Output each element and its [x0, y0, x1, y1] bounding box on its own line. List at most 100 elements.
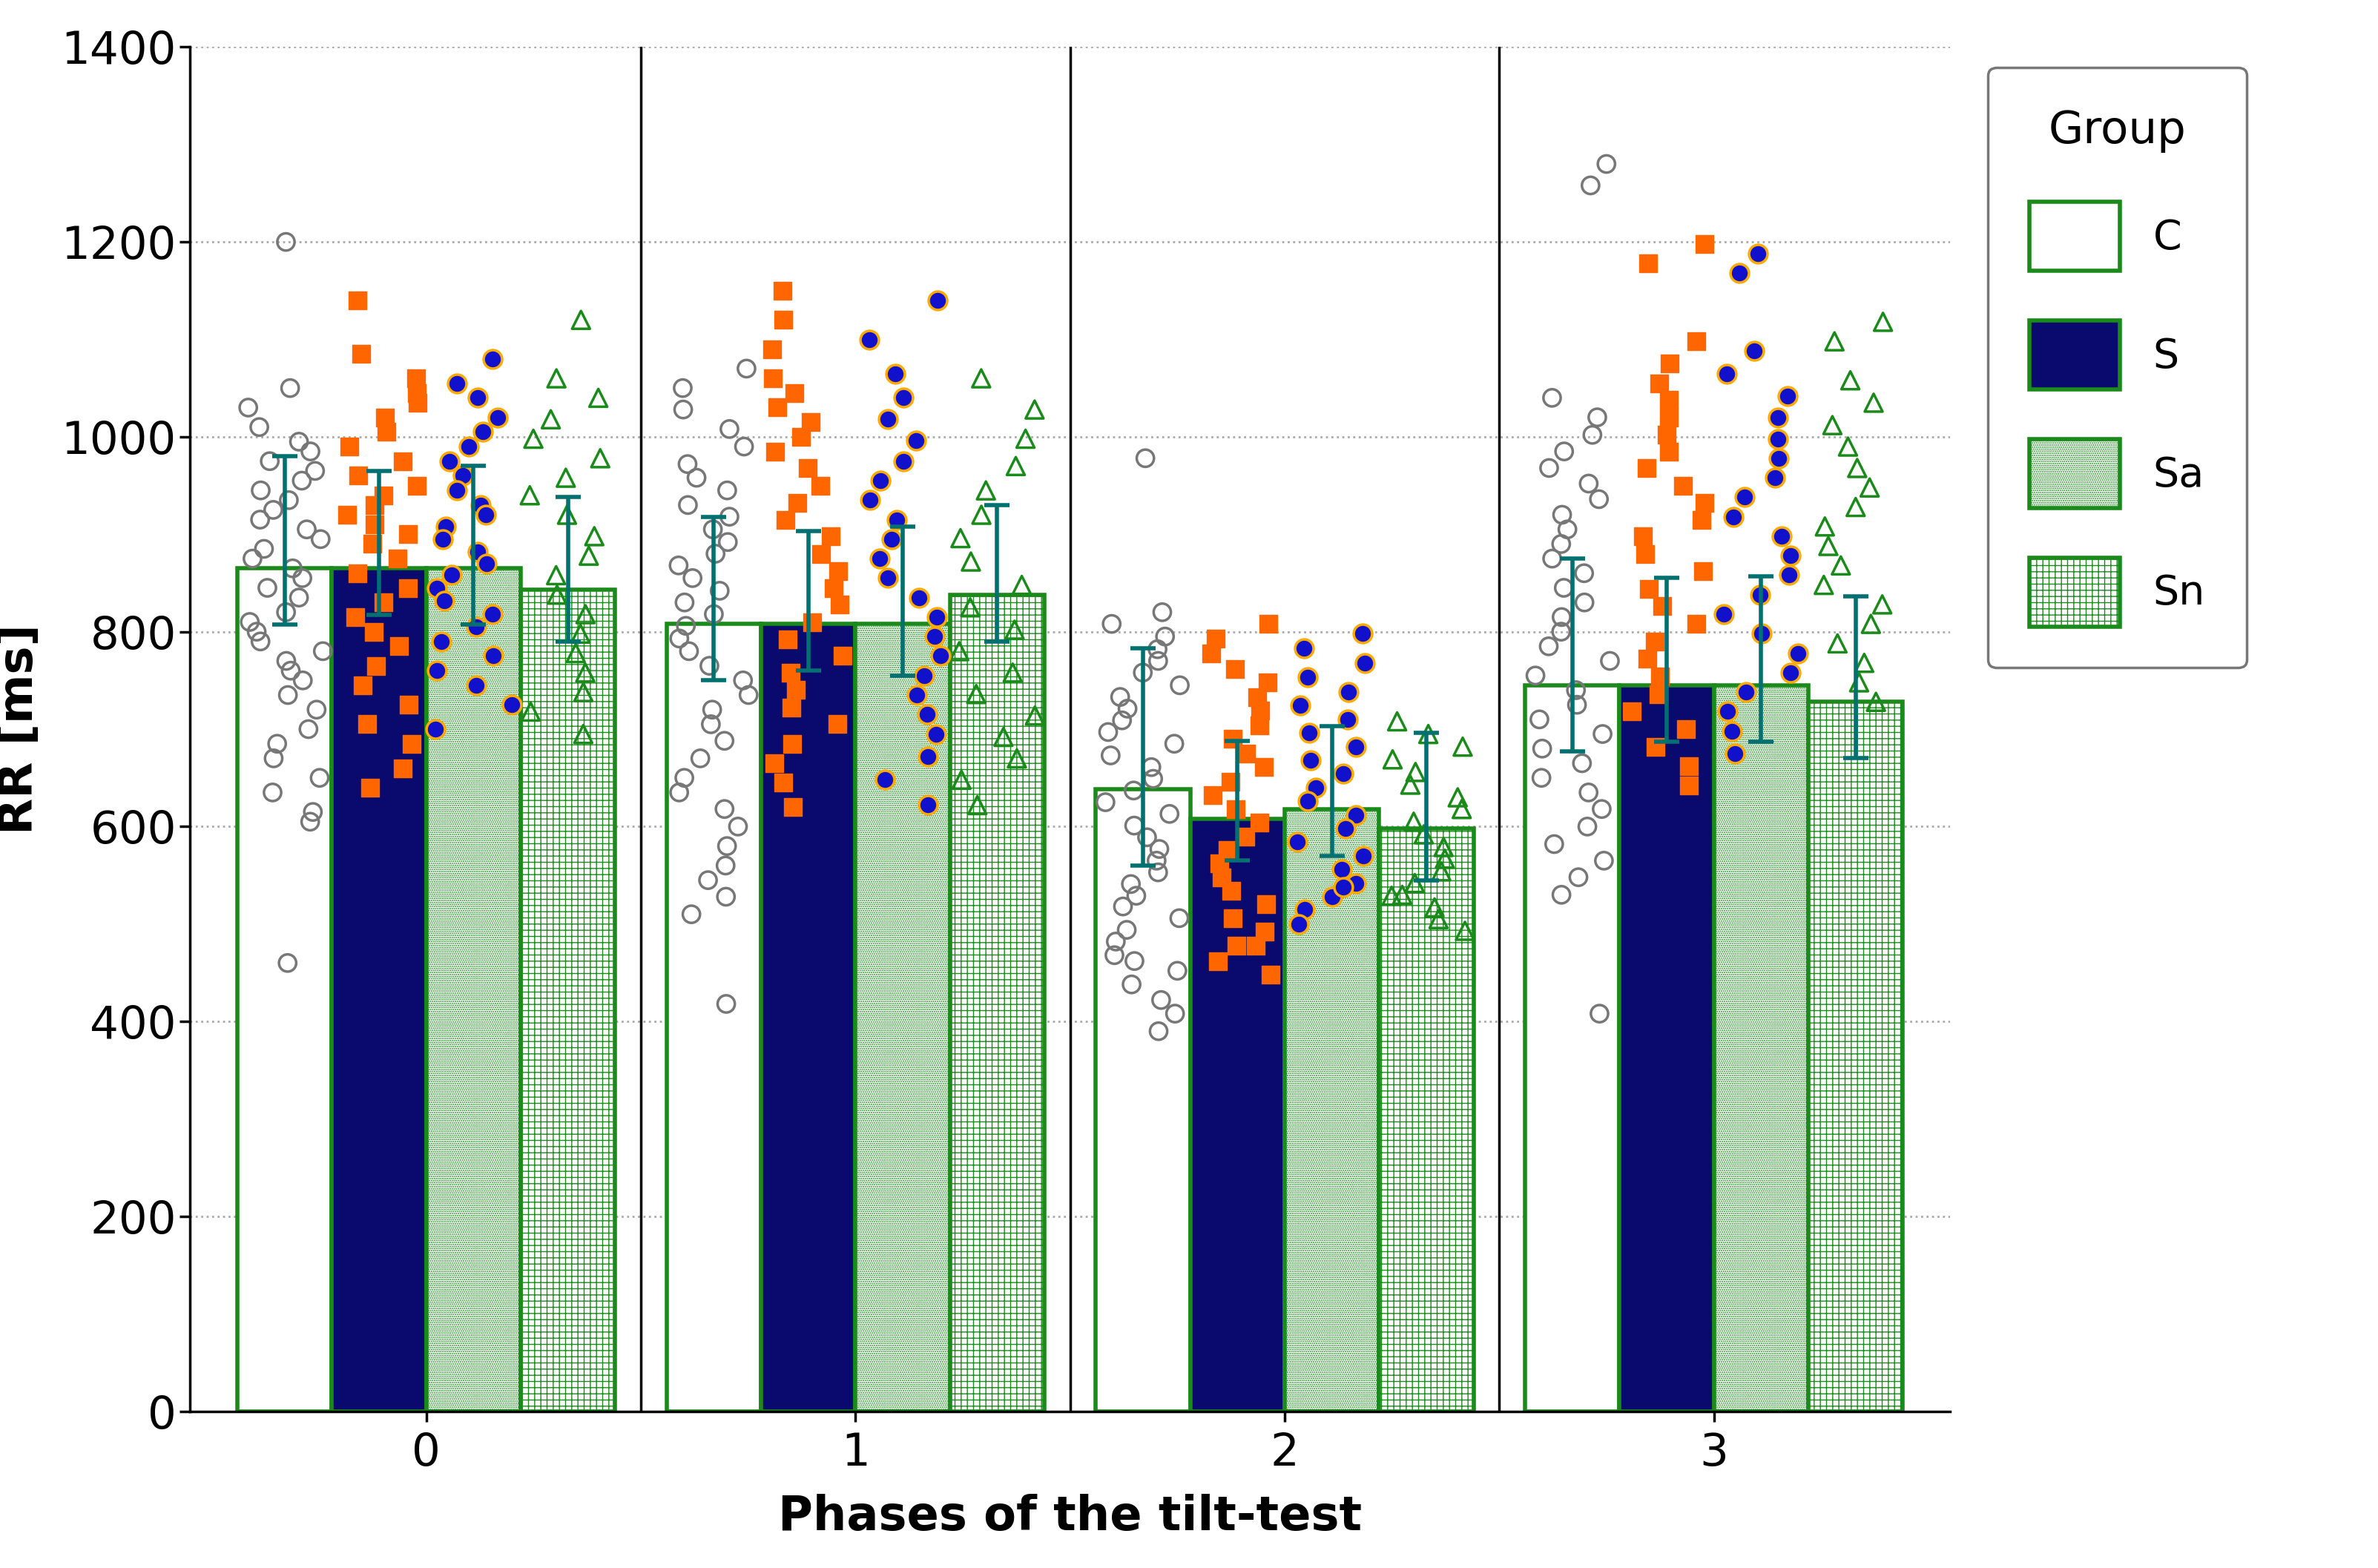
- Point: [1329, 679, 1367, 704]
- Point: [1814, 412, 1852, 437]
- Bar: [666, 624, 761, 1411]
- Point: [1194, 782, 1232, 808]
- Point: [1769, 383, 1807, 408]
- Point: [438, 370, 476, 395]
- Point: [1665, 474, 1703, 499]
- Point: [1743, 621, 1781, 646]
- Point: [1648, 422, 1686, 447]
- Point: [811, 524, 849, 549]
- Point: [514, 426, 552, 452]
- Point: [1864, 591, 1902, 616]
- Point: [1772, 543, 1810, 568]
- Point: [1831, 368, 1869, 394]
- Point: [1146, 624, 1184, 649]
- Point: [1108, 917, 1146, 942]
- Point: [984, 724, 1023, 750]
- Point: [1779, 641, 1817, 666]
- Point: [1241, 713, 1279, 739]
- Point: [1201, 851, 1239, 877]
- Point: [352, 775, 390, 800]
- Point: [1103, 894, 1141, 919]
- Point: [709, 478, 747, 503]
- Point: [1199, 949, 1237, 974]
- Point: [996, 618, 1034, 643]
- Point: [1246, 919, 1284, 944]
- Point: [1379, 709, 1417, 734]
- Point: [1524, 735, 1562, 760]
- Point: [397, 381, 435, 406]
- Point: [269, 682, 307, 707]
- Point: [433, 563, 471, 588]
- Bar: [949, 594, 1044, 1411]
- Point: [958, 682, 996, 707]
- Point: [1439, 784, 1477, 809]
- Point: [730, 682, 768, 707]
- Point: [459, 539, 497, 564]
- Point: [877, 506, 916, 532]
- Point: [461, 492, 499, 517]
- Point: [897, 428, 935, 453]
- Point: [816, 575, 854, 601]
- Bar: [426, 568, 521, 1411]
- Point: [1717, 742, 1755, 767]
- Point: [1092, 743, 1130, 768]
- Point: [449, 434, 487, 459]
- Point: [247, 575, 285, 601]
- Point: [1410, 721, 1448, 746]
- Point: [692, 712, 730, 737]
- Point: [575, 524, 614, 549]
- Point: [706, 728, 744, 753]
- Point: [473, 602, 511, 627]
- Point: [868, 406, 906, 431]
- Point: [1218, 797, 1256, 822]
- Point: [1322, 856, 1360, 881]
- Point: [430, 448, 468, 474]
- Point: [899, 682, 937, 707]
- Point: [1629, 646, 1667, 671]
- Point: [1203, 864, 1241, 889]
- Point: [342, 342, 380, 367]
- Point: [666, 590, 704, 615]
- Point: [1627, 541, 1665, 566]
- Point: [908, 792, 946, 817]
- Point: [383, 756, 421, 781]
- Point: [1396, 870, 1434, 895]
- Point: [723, 668, 761, 693]
- Point: [899, 585, 937, 610]
- Bar: [521, 590, 616, 1411]
- Point: [694, 602, 732, 627]
- Point: [466, 502, 504, 527]
- Point: [702, 579, 740, 604]
- Point: [1015, 397, 1053, 422]
- Point: [1569, 779, 1608, 804]
- Point: [706, 991, 744, 1016]
- Point: [756, 439, 794, 464]
- Point: [756, 751, 794, 776]
- Point: [476, 643, 514, 668]
- Point: [697, 541, 735, 566]
- Point: [939, 638, 977, 663]
- Point: [1215, 655, 1253, 681]
- Point: [1277, 829, 1315, 855]
- Point: [364, 590, 402, 615]
- Point: [1822, 554, 1860, 579]
- Point: [663, 397, 702, 422]
- Point: [1346, 651, 1384, 676]
- Point: [300, 765, 338, 790]
- Point: [1838, 455, 1876, 480]
- Bar: [1524, 685, 1619, 1411]
- Point: [245, 536, 283, 561]
- Point: [1558, 691, 1596, 717]
- Point: [342, 673, 380, 698]
- Point: [1650, 405, 1688, 430]
- Point: [250, 448, 288, 474]
- Point: [283, 469, 321, 494]
- Point: [464, 419, 502, 444]
- Point: [283, 566, 321, 591]
- Point: [678, 466, 716, 491]
- Point: [304, 638, 342, 663]
- Point: [580, 386, 618, 411]
- Point: [338, 561, 376, 586]
- Point: [1686, 232, 1724, 257]
- Point: [547, 502, 585, 527]
